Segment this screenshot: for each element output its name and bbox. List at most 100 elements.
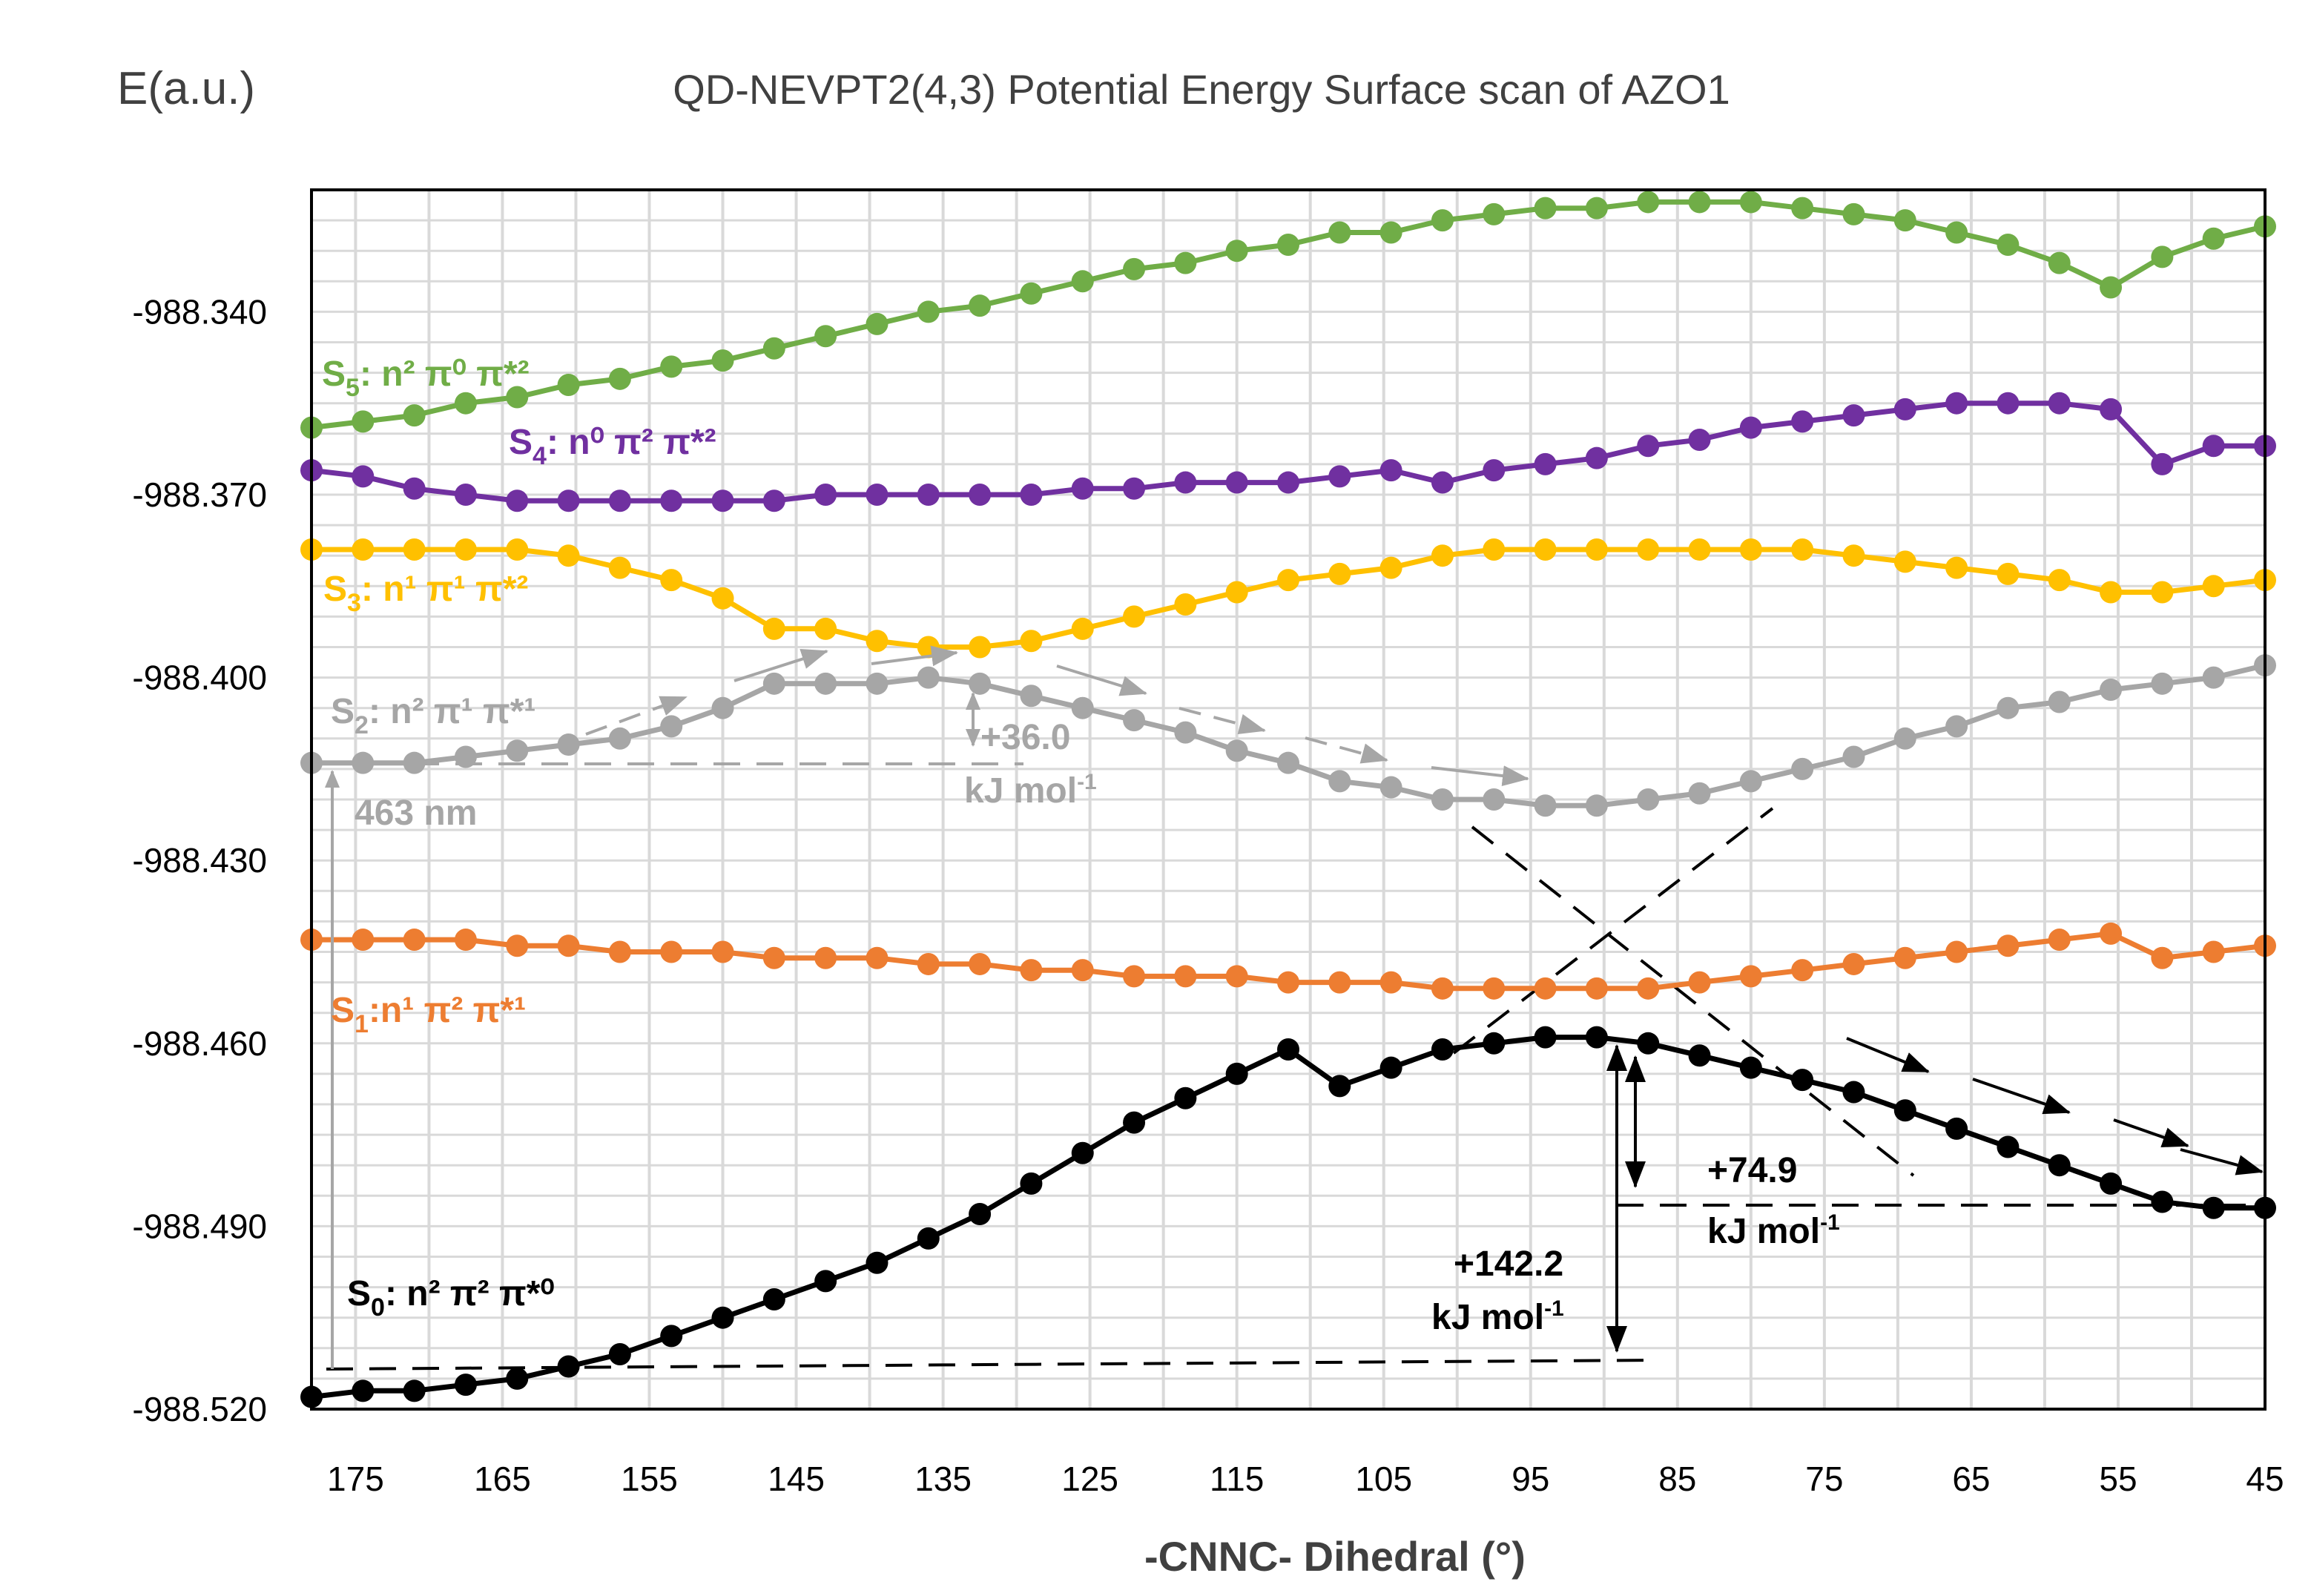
data-point-s2 bbox=[814, 672, 837, 695]
x-tick-labels: 175 165 155 145 135 125 115 105 95 85 75 65 55 45 bbox=[327, 1460, 2284, 1498]
data-point-s3 bbox=[1071, 617, 1094, 640]
data-point-s4 bbox=[608, 489, 631, 512]
data-point-s4 bbox=[1328, 465, 1351, 488]
annotation-463nm: 463 nm bbox=[355, 794, 477, 833]
data-point-s5 bbox=[1225, 240, 1248, 263]
data-point-s2 bbox=[1071, 696, 1094, 719]
data-point-s4 bbox=[1071, 477, 1094, 500]
data-point-s5 bbox=[1483, 202, 1506, 225]
data-point-s4 bbox=[1123, 477, 1146, 500]
data-point-s4 bbox=[1739, 416, 1762, 439]
data-point-s1 bbox=[1893, 946, 1916, 969]
data-point-s2 bbox=[1893, 727, 1916, 750]
data-point-s0 bbox=[1225, 1062, 1248, 1085]
data-point-s4 bbox=[1997, 392, 2020, 415]
data-point-s5 bbox=[403, 404, 426, 427]
series-s5 bbox=[300, 191, 2276, 439]
data-point-s2 bbox=[454, 745, 477, 768]
data-point-s3 bbox=[1637, 538, 1660, 561]
data-point-s4 bbox=[1483, 459, 1506, 482]
y-tick-label: -988.490 bbox=[132, 1207, 267, 1245]
annotation-36-value: +36.0 bbox=[980, 718, 1070, 757]
data-point-s1 bbox=[2151, 946, 2174, 969]
data-point-s5 bbox=[1791, 197, 1814, 220]
data-point-s4 bbox=[454, 484, 477, 506]
data-point-s3 bbox=[1791, 538, 1814, 561]
data-point-s4 bbox=[1174, 471, 1197, 494]
data-point-s4 bbox=[814, 484, 837, 506]
data-point-s2 bbox=[660, 715, 683, 738]
data-point-s4 bbox=[917, 484, 940, 506]
x-tick-label: 165 bbox=[474, 1460, 531, 1498]
data-point-s2 bbox=[403, 751, 426, 774]
data-point-s3 bbox=[1739, 538, 1762, 561]
data-point-s0 bbox=[1071, 1141, 1094, 1164]
data-point-s0 bbox=[352, 1379, 375, 1402]
s2-pathway-arrows bbox=[585, 645, 1529, 787]
data-point-s0 bbox=[1379, 1056, 1402, 1079]
data-point-s2 bbox=[1637, 788, 1660, 811]
data-point-s3 bbox=[2048, 569, 2071, 592]
data-point-s0 bbox=[506, 1367, 529, 1390]
series-s3 bbox=[300, 538, 2276, 659]
data-point-s2 bbox=[1174, 721, 1197, 744]
data-point-s5 bbox=[917, 300, 940, 323]
data-point-s5 bbox=[1842, 202, 1865, 225]
data-point-s4 bbox=[1277, 471, 1299, 494]
data-point-s5 bbox=[1071, 270, 1094, 293]
data-point-s3 bbox=[1945, 556, 1968, 579]
data-point-s4 bbox=[660, 489, 683, 512]
series-s4 bbox=[300, 392, 2276, 512]
label-s1: S1:n¹ π² π*¹ bbox=[331, 991, 526, 1038]
series-s1 bbox=[300, 922, 2276, 1000]
crossing-line-1 bbox=[1471, 825, 1915, 1177]
data-point-s3 bbox=[403, 538, 426, 561]
data-point-s2 bbox=[352, 751, 375, 774]
data-point-s1 bbox=[1842, 952, 1865, 975]
guide-lines bbox=[326, 762, 2255, 1371]
x-tick-label: 55 bbox=[2099, 1460, 2137, 1498]
data-point-s1 bbox=[1431, 977, 1454, 1000]
data-point-s1 bbox=[403, 929, 426, 952]
data-point-s3 bbox=[1123, 605, 1146, 628]
data-point-s1 bbox=[1791, 959, 1814, 982]
data-point-s0 bbox=[660, 1325, 683, 1348]
x-tick-label: 135 bbox=[914, 1460, 972, 1498]
data-point-s5 bbox=[1585, 197, 1608, 220]
data-point-s0 bbox=[403, 1379, 426, 1402]
data-point-s1 bbox=[1379, 971, 1402, 994]
data-point-s5 bbox=[1893, 209, 1916, 232]
data-point-s5 bbox=[866, 312, 889, 335]
data-point-s1 bbox=[1328, 971, 1351, 994]
data-point-s0 bbox=[1174, 1086, 1197, 1109]
data-point-s0 bbox=[608, 1343, 631, 1366]
y-tick-label: -988.340 bbox=[132, 292, 267, 331]
data-point-s4 bbox=[1379, 459, 1402, 482]
x-tick-label: 145 bbox=[768, 1460, 825, 1498]
data-point-s3 bbox=[711, 587, 734, 610]
x-tick-label: 65 bbox=[1952, 1460, 1990, 1498]
data-point-s5 bbox=[1688, 191, 1711, 214]
data-point-s5 bbox=[557, 374, 580, 397]
data-point-s5 bbox=[969, 294, 992, 317]
data-point-s3 bbox=[2202, 575, 2225, 598]
energy-gap-arrows bbox=[325, 692, 1646, 1369]
data-point-s2 bbox=[969, 672, 992, 695]
data-point-s2 bbox=[1791, 757, 1814, 780]
y-axis-title: E(a.u.) bbox=[117, 63, 255, 114]
data-point-s0 bbox=[557, 1355, 580, 1378]
data-point-s1 bbox=[2048, 929, 2071, 952]
data-point-s1 bbox=[454, 929, 477, 952]
data-point-s4 bbox=[1534, 452, 1557, 475]
data-point-s5 bbox=[762, 337, 785, 360]
data-point-s1 bbox=[866, 946, 889, 969]
data-point-s5 bbox=[608, 367, 631, 390]
data-point-s1 bbox=[1225, 965, 1248, 988]
data-point-s2 bbox=[506, 739, 529, 762]
data-point-s1 bbox=[1534, 977, 1557, 1000]
label-s2: S2: n² π¹ π*¹ bbox=[331, 692, 535, 739]
data-point-s1 bbox=[1020, 959, 1043, 982]
data-point-s0 bbox=[1123, 1111, 1146, 1134]
data-point-s1 bbox=[506, 934, 529, 957]
data-point-s3 bbox=[2151, 581, 2174, 604]
